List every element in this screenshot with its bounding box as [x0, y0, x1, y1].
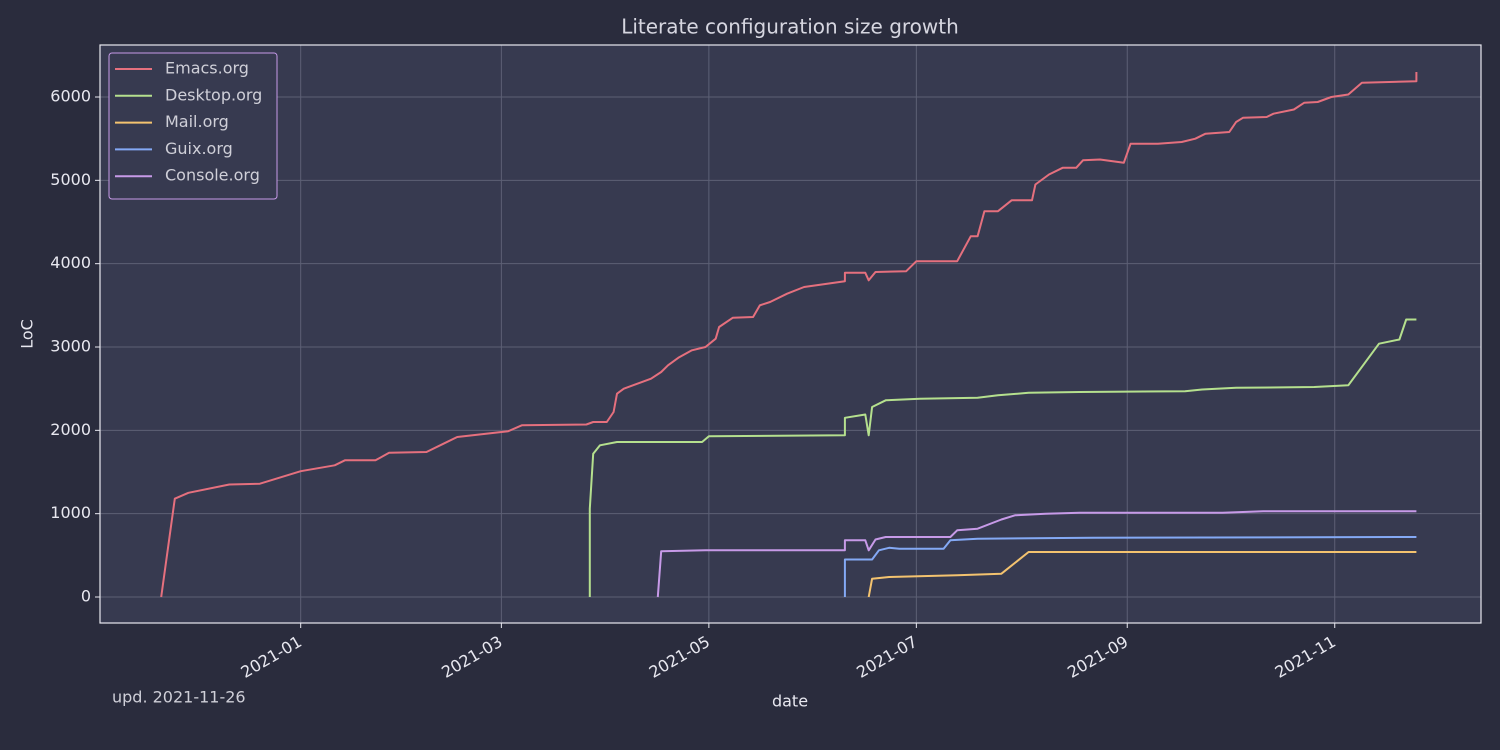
legend-label: Emacs.org [165, 59, 249, 78]
y-tick-label: 3000 [50, 337, 91, 356]
series-line [843, 536, 1417, 597]
y-tick-label: 6000 [50, 87, 91, 106]
plot-border [99, 44, 1482, 624]
legend-label: Desktop.org [165, 85, 262, 104]
plot-area [100, 45, 1481, 623]
legend-label: Mail.org [165, 112, 229, 131]
y-axis-label: LoC [18, 319, 37, 349]
chart-title: Literate configuration size growth [621, 15, 959, 39]
x-axis-label: date [772, 692, 808, 711]
y-tick-label: 4000 [50, 253, 91, 272]
legend-label: Console.org [165, 166, 260, 185]
y-tick-label: 1000 [50, 503, 91, 522]
annotation: upd. 2021-11-26 [112, 688, 246, 707]
y-tick-label: 2000 [50, 420, 91, 439]
legend-box [108, 52, 278, 200]
series-line [867, 551, 1417, 598]
legend: Emacs.org Desktop.org Mail.org Guix.org Cons… [108, 52, 278, 200]
y-tick-label: 5000 [50, 170, 91, 189]
legend-label: Guix.org [165, 139, 233, 158]
y-tick-label: 0 [81, 587, 91, 606]
series-line [588, 318, 1417, 597]
lines [160, 72, 1418, 598]
series-line [160, 72, 1418, 598]
series-line [656, 510, 1417, 598]
